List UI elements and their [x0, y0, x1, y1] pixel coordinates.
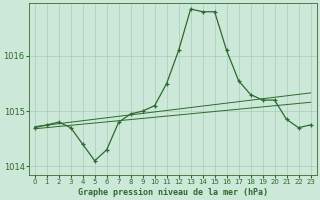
X-axis label: Graphe pression niveau de la mer (hPa): Graphe pression niveau de la mer (hPa) — [78, 188, 268, 197]
